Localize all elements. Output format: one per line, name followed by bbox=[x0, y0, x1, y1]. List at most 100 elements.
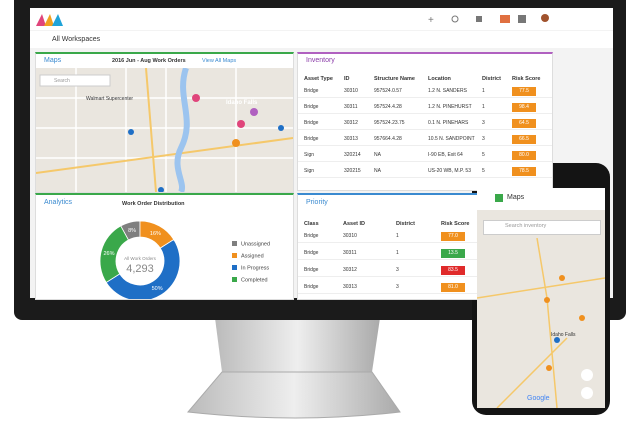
table-cell: 1 bbox=[396, 250, 399, 256]
legend-swatch bbox=[232, 265, 237, 270]
table-cell: 957524.4.28 bbox=[374, 104, 402, 110]
column-header[interactable]: Risk Score bbox=[512, 76, 541, 82]
risk-score: 13.5 bbox=[441, 249, 465, 258]
column-header[interactable]: Risk Score bbox=[441, 221, 470, 227]
table-cell: 1.2 N. SANDERS bbox=[428, 88, 467, 94]
risk-score: 77.0 bbox=[441, 232, 465, 241]
chart-title[interactable]: Work Order Distribution bbox=[122, 201, 185, 207]
table-cell: 957524.23.75 bbox=[374, 120, 405, 126]
row-divider bbox=[298, 276, 552, 277]
inventory-panel: Inventory Asset Type ID Structure Name Loca… bbox=[297, 52, 553, 191]
table-cell: Bridge bbox=[304, 284, 319, 290]
legend-label: Completed bbox=[241, 278, 268, 284]
logo bbox=[36, 14, 63, 26]
table-cell: 5 bbox=[482, 152, 485, 158]
table-cell: Bridge bbox=[304, 267, 319, 273]
row-divider bbox=[298, 113, 552, 114]
map-filter[interactable]: 2016 Jun - Aug Work Orders bbox=[112, 58, 186, 64]
legend-label: Unassigned bbox=[241, 242, 270, 248]
row-divider bbox=[298, 293, 552, 294]
svg-text:+: + bbox=[428, 15, 434, 26]
phone-header bbox=[477, 188, 605, 210]
table-cell: 30313 bbox=[343, 284, 357, 290]
column-header[interactable]: District bbox=[396, 221, 415, 227]
table-cell: 3 bbox=[396, 284, 399, 290]
table-cell: NA bbox=[374, 168, 381, 174]
segment-label: 16% bbox=[150, 231, 161, 237]
phone-search-box[interactable] bbox=[483, 220, 601, 235]
map bbox=[36, 68, 293, 192]
workspace-title: All Workspaces bbox=[52, 36, 101, 43]
center-label: All Work Orders bbox=[124, 256, 156, 261]
panel-title: Analytics bbox=[44, 199, 73, 206]
table-cell: 30311 bbox=[344, 104, 358, 110]
table-cell: 10.5 N. SANDPOINT bbox=[428, 136, 475, 142]
phone-title: Maps bbox=[507, 194, 525, 201]
table-cell: 320215 bbox=[344, 168, 361, 174]
legend-swatch bbox=[232, 253, 237, 258]
risk-score: 66.5 bbox=[512, 135, 536, 144]
analytics-panel: Analytics Work Order Distribution 8% Unas… bbox=[35, 193, 294, 300]
phone-search[interactable]: Search inventory bbox=[505, 223, 547, 229]
row-divider bbox=[298, 259, 552, 260]
risk-score: 81.0 bbox=[441, 283, 465, 292]
legend-label: In Progress bbox=[241, 266, 269, 272]
risk-score: 78.5 bbox=[512, 167, 536, 176]
maps-panel: Maps 2016 Jun - Aug Work Orders View All… bbox=[35, 52, 294, 193]
table-cell: Bridge bbox=[304, 104, 319, 110]
table-cell: 3 bbox=[482, 120, 485, 126]
stand-neck bbox=[215, 318, 380, 372]
donut-segment bbox=[105, 239, 181, 299]
table-cell: 3 bbox=[396, 267, 399, 273]
panel-title: Priority bbox=[306, 199, 328, 206]
row-divider bbox=[298, 129, 552, 130]
table-cell: Bridge bbox=[304, 250, 319, 256]
row-divider bbox=[298, 97, 552, 98]
risk-score: 83.5 bbox=[441, 266, 465, 275]
phone-place: Idaho Falls bbox=[551, 332, 576, 338]
top-icons: + bbox=[428, 14, 549, 26]
table-cell: 1 bbox=[482, 104, 485, 110]
panel-title: Inventory bbox=[306, 57, 335, 64]
column-header[interactable]: ID bbox=[344, 76, 350, 82]
phone-icon bbox=[495, 194, 503, 202]
column-header[interactable]: Asset Type bbox=[304, 76, 333, 82]
table-cell: Sign bbox=[304, 152, 315, 158]
column-header[interactable]: Class bbox=[304, 221, 319, 227]
table-cell: NA bbox=[374, 152, 381, 158]
map-place: Walmart Supercenter bbox=[86, 96, 134, 102]
table-cell: 1.2 N. PINEHURST bbox=[428, 104, 472, 110]
donut-segment bbox=[99, 225, 129, 283]
legend-swatch bbox=[232, 277, 237, 282]
risk-score: 80.0 bbox=[512, 151, 536, 160]
column-header[interactable]: Asset ID bbox=[343, 221, 366, 227]
risk-score: 64.5 bbox=[512, 119, 536, 128]
risk-score: 77.5 bbox=[512, 87, 536, 96]
top-bar bbox=[30, 8, 613, 30]
panel-title: Maps bbox=[44, 57, 62, 64]
table-cell: 0.1 N. PINEHARS bbox=[428, 120, 469, 126]
table-cell: 30312 bbox=[343, 267, 357, 273]
column-header[interactable]: District bbox=[482, 76, 501, 82]
map-search[interactable]: Search bbox=[54, 78, 70, 84]
table-cell: 957524.0.57 bbox=[374, 88, 402, 94]
segment-label: 50% bbox=[152, 286, 163, 292]
view-all-link[interactable]: View All Maps bbox=[202, 58, 237, 64]
table-cell: 30312 bbox=[344, 120, 358, 126]
table-cell: 957664.4.28 bbox=[374, 136, 402, 142]
risk-score: 98.4 bbox=[512, 103, 536, 112]
phone-screen: Maps Search inventory Idaho Falls Google bbox=[477, 188, 605, 408]
table-cell: Sign bbox=[304, 168, 315, 174]
row-divider bbox=[298, 145, 552, 146]
phone-map bbox=[477, 238, 605, 408]
column-header[interactable]: Location bbox=[428, 76, 451, 82]
legend-swatch bbox=[232, 241, 237, 246]
table-cell: 30310 bbox=[343, 233, 357, 239]
table-cell: 1 bbox=[396, 233, 399, 239]
table-cell: Bridge bbox=[304, 136, 319, 142]
table-cell: 320214 bbox=[344, 152, 361, 158]
column-header[interactable]: Structure Name bbox=[374, 76, 415, 82]
table-cell: 30310 bbox=[344, 88, 358, 94]
table-cell: 30313 bbox=[344, 136, 358, 142]
